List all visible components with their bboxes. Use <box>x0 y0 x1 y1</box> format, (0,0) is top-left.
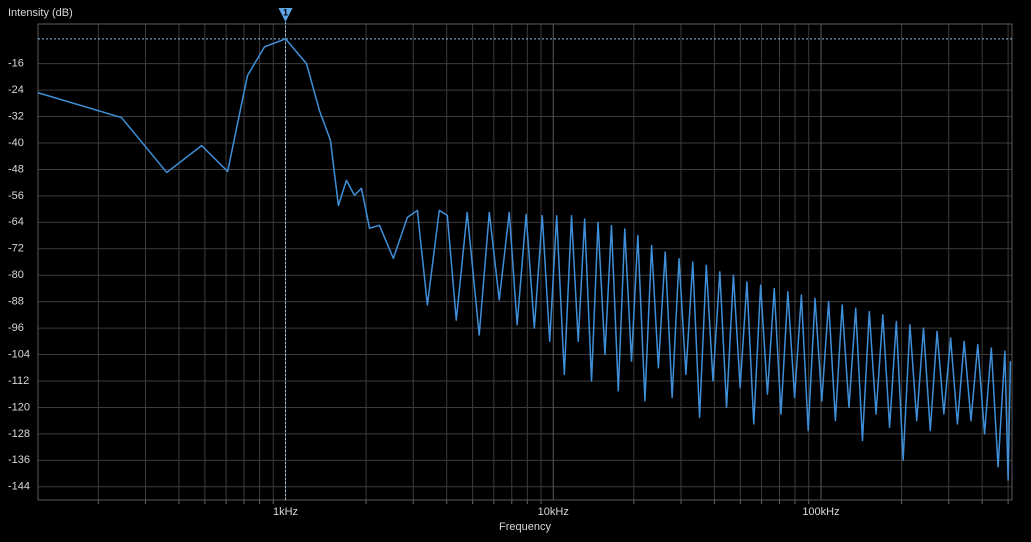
y-tick-label: -56 <box>8 190 24 202</box>
y-tick-label: -16 <box>8 58 24 70</box>
y-tick-label: -120 <box>8 401 30 413</box>
y-tick-label: -40 <box>8 137 24 149</box>
x-tick-label: 100kHz <box>802 506 839 518</box>
y-tick-label: -128 <box>8 428 30 440</box>
y-tick-label: -88 <box>8 296 24 308</box>
x-axis-label: Frequency <box>499 521 551 533</box>
y-tick-label: -144 <box>8 481 30 493</box>
plot-frame <box>37 23 1013 501</box>
y-tick-label: -32 <box>8 110 24 122</box>
spectrum-line <box>37 38 1012 481</box>
y-tick-label: -72 <box>8 243 24 255</box>
marker-icon <box>278 8 293 22</box>
y-tick-label: -24 <box>8 84 24 96</box>
y-tick-label: -80 <box>8 269 24 281</box>
y-tick-label: -64 <box>8 216 24 228</box>
y-axis-label: Intensity (dB) <box>8 7 73 19</box>
y-tick-label: -48 <box>8 163 24 175</box>
y-tick-label: -96 <box>8 322 24 334</box>
x-tick-label: 1kHz <box>273 506 298 518</box>
x-tick-label: 10kHz <box>538 506 569 518</box>
y-tick-label: -104 <box>8 348 30 360</box>
y-tick-label: -112 <box>8 375 29 387</box>
marker-label: 1 <box>283 7 288 17</box>
y-tick-label: -136 <box>8 454 30 466</box>
